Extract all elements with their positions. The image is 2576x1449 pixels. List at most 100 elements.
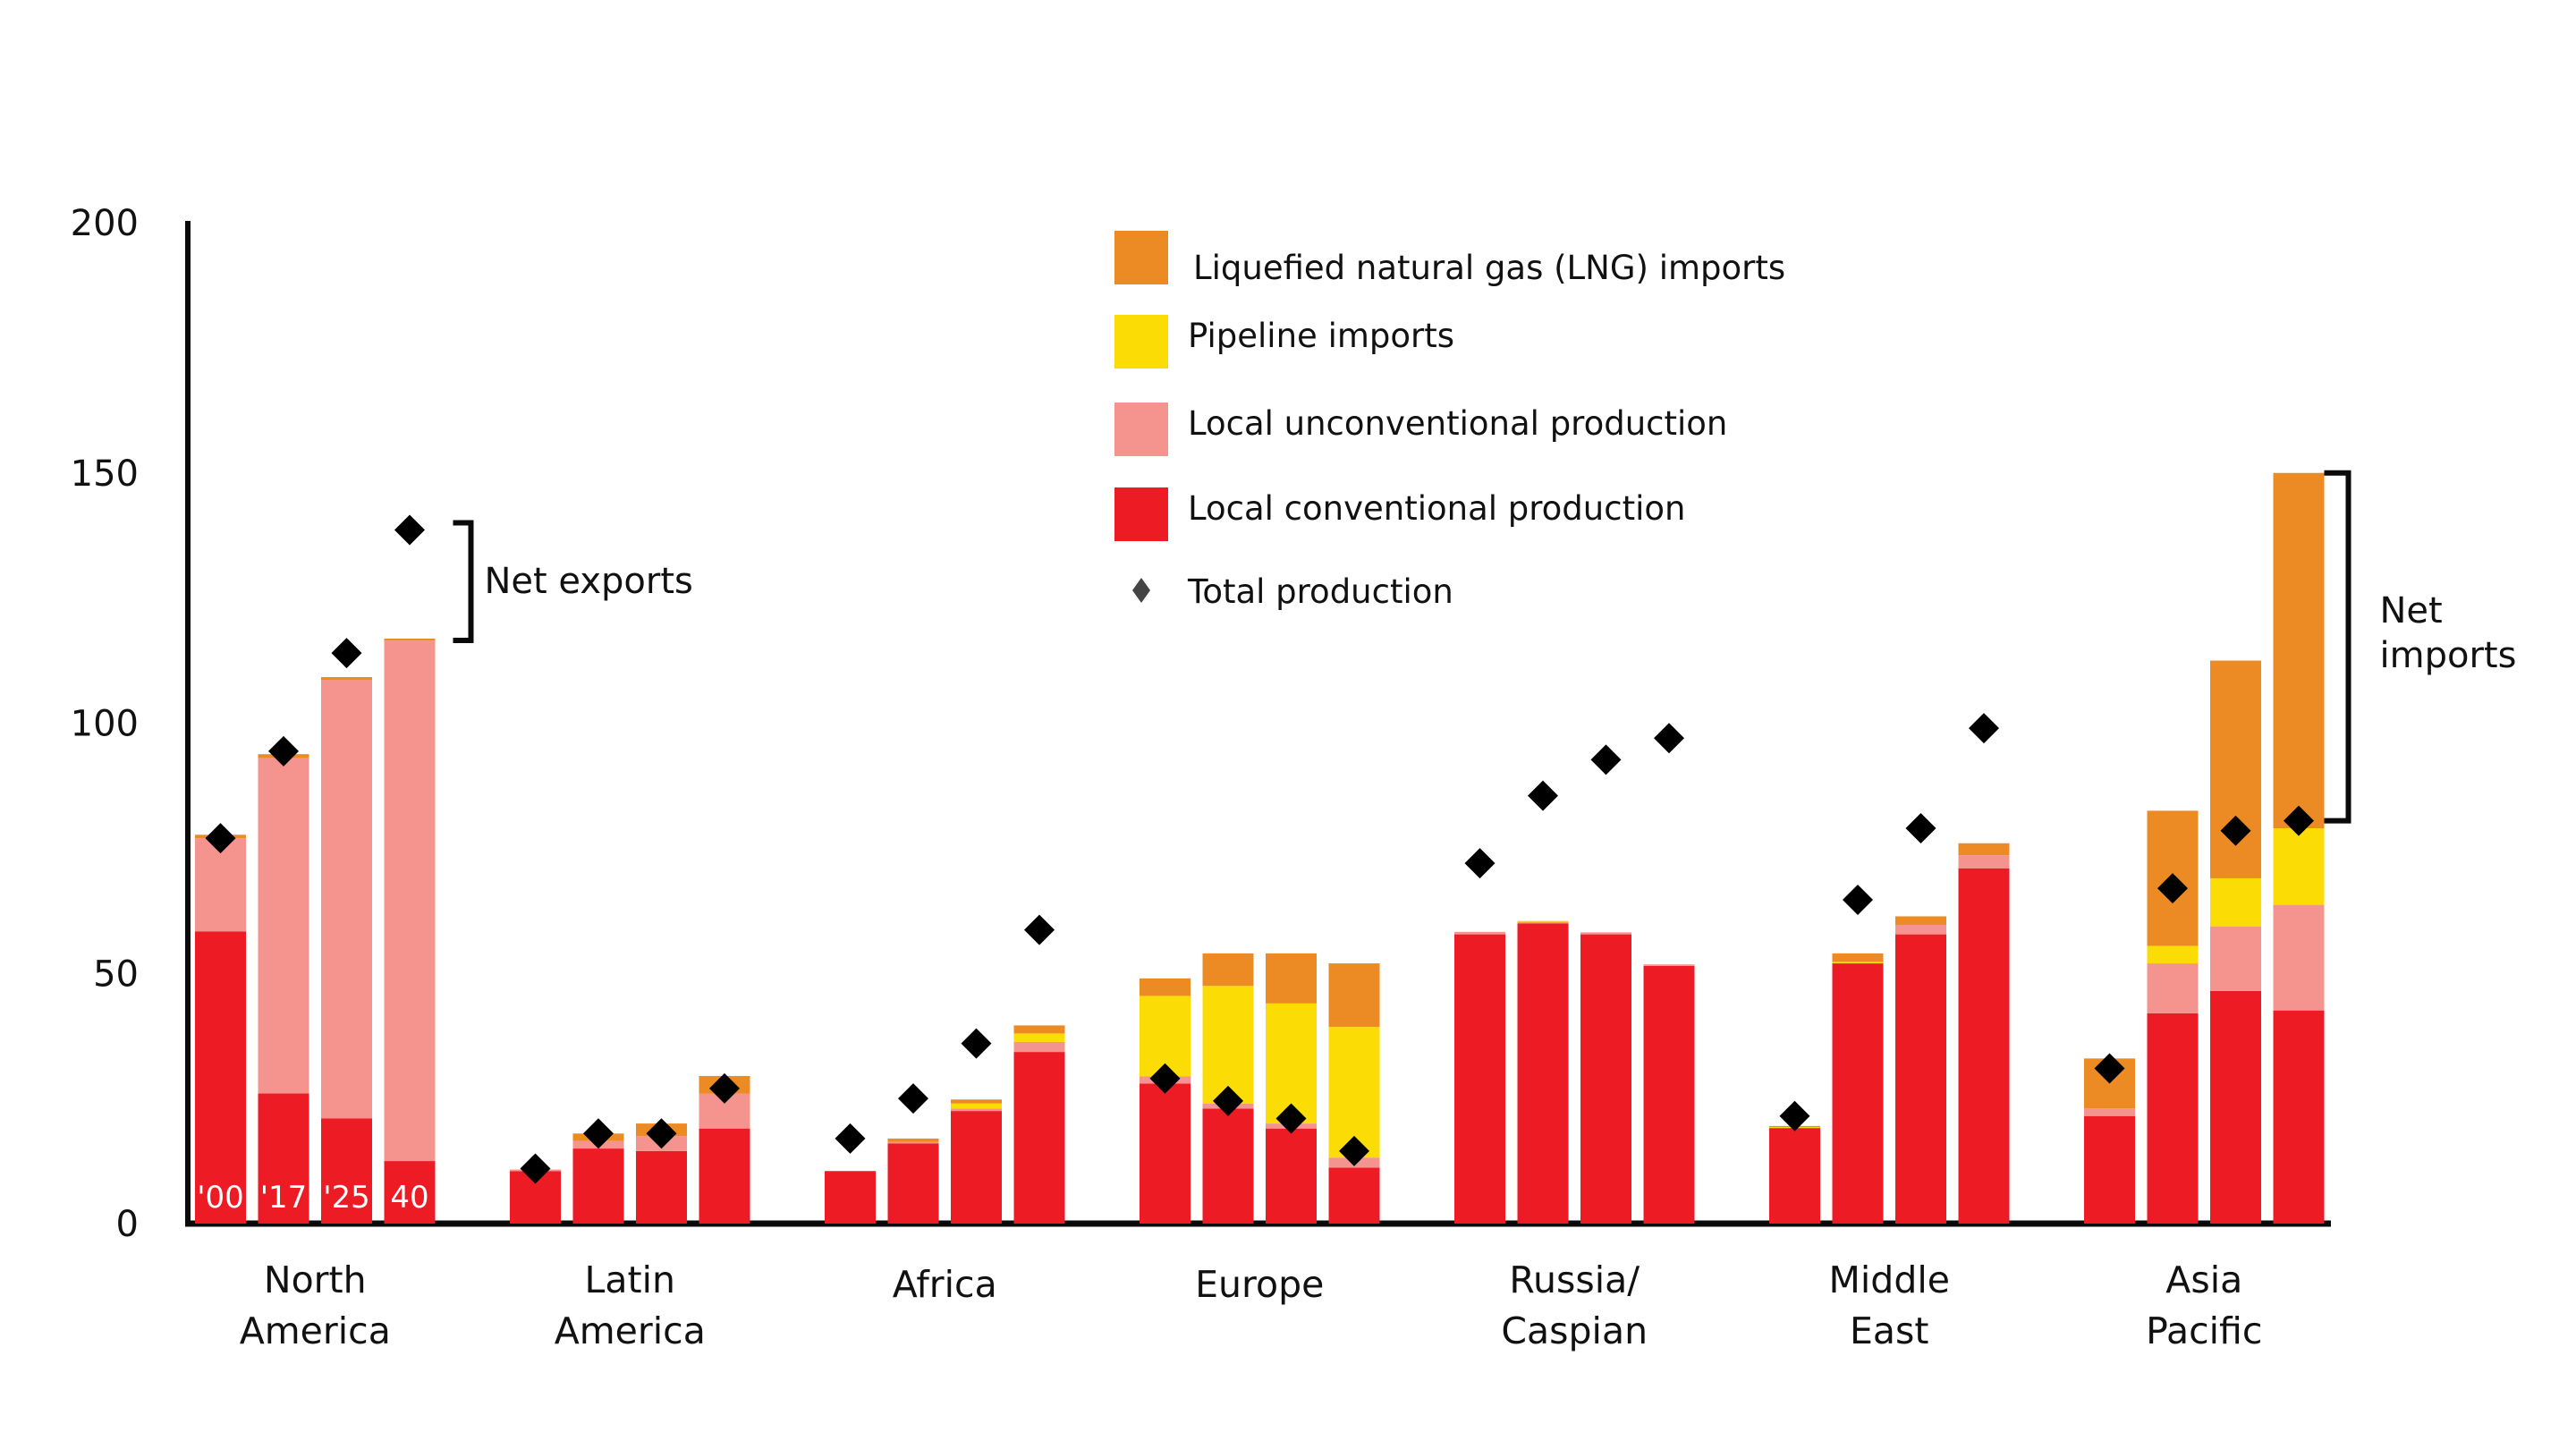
total-production-marker: [1339, 1135, 1369, 1166]
bar-groups: [195, 472, 2325, 1224]
bar-segment-lng-imports: [1266, 953, 1317, 1004]
region-label: North America: [240, 1258, 391, 1352]
bar-segment-local-conventional: [2084, 1115, 2135, 1224]
bar-segment-local-conventional: [2147, 1013, 2199, 1224]
total-production-marker: [898, 1083, 928, 1114]
y-tick-label: 200: [71, 203, 139, 244]
bar-segment-local-conventional: [572, 1148, 624, 1224]
bar-segment-local-conventional: [1958, 868, 2010, 1224]
legend-label: Liquefied natural gas (LNG) imports: [1193, 249, 1785, 287]
bar-segment-local-conventional: [1832, 963, 1884, 1224]
total-production-marker: [205, 823, 236, 854]
bar-segment-local-unconventional: [1580, 932, 1631, 935]
bar-segment-lng-imports: [1832, 953, 1884, 962]
y-tick-labels: 0 50 100 150 200: [71, 203, 139, 1245]
bar-segment-pipeline-imports: [1202, 986, 1254, 1104]
total-production-marker: [394, 514, 425, 546]
total-production-marker: [583, 1118, 614, 1149]
total-production-marker: [1024, 914, 1055, 945]
bar-segment-local-conventional: [699, 1128, 750, 1224]
region-label: Russia/Caspian: [1501, 1258, 1648, 1352]
region-label: Latin America: [555, 1258, 706, 1352]
bar-segment-local-unconventional: [2147, 963, 2199, 1014]
annotations: Net exports Net imports: [453, 470, 2516, 824]
bar-segment-local-conventional: [1202, 1108, 1254, 1224]
bar-segment-lng-imports: [951, 1099, 1002, 1104]
total-production-marker: [331, 638, 362, 669]
bar-segment-pipeline-imports: [1140, 996, 1191, 1077]
bar-segment-pipeline-imports: [2273, 827, 2325, 905]
total-production-marker: [1275, 1103, 1307, 1134]
net-exports-bracket: [453, 520, 474, 643]
bar-segment-local-unconventional: [2273, 904, 2325, 1011]
bar-segment-local-conventional: [384, 1161, 436, 1224]
bar-group: [1454, 920, 1695, 1224]
legend-label: Pipeline imports: [1188, 317, 1454, 355]
bar-segment-local-conventional: [1580, 934, 1631, 1224]
bar-segment-pipeline-imports: [1328, 1027, 1380, 1158]
bar-segment-local-conventional: [1454, 934, 1505, 1224]
total-production-marker: [835, 1123, 866, 1154]
bar-segment-local-unconventional: [1958, 855, 2010, 869]
bar-segment-pipeline-imports: [1013, 1033, 1065, 1042]
bar-segment-local-conventional: [1769, 1128, 1820, 1224]
total-production-marker: [646, 1118, 677, 1149]
region-label: Middle East: [1829, 1258, 1950, 1352]
bar-segment-local-conventional: [2210, 990, 2261, 1224]
legend-swatch: [1114, 487, 1168, 541]
total-production-marker: [1590, 744, 1622, 775]
total-production-markers: [205, 514, 2314, 1184]
bar-group: [825, 1025, 1065, 1224]
bar-segment-pipeline-imports: [1517, 920, 1569, 922]
total-production-marker: [2220, 815, 2251, 846]
total-production-marker: [2094, 1053, 2125, 1084]
bar-segment-local-conventional: [1013, 1052, 1065, 1224]
total-production-marker: [1779, 1100, 1810, 1131]
bar-segment-local-conventional: [951, 1111, 1002, 1224]
bar-segment-lng-imports: [1140, 978, 1191, 996]
year-label: '17: [260, 1180, 308, 1216]
bar-segment-local-conventional: [1328, 1167, 1380, 1224]
bar-segment-local-unconventional: [1517, 921, 1569, 924]
bar-segment-local-unconventional: [1895, 924, 1946, 935]
legend-label: Local conventional production: [1188, 489, 1685, 528]
legend-swatch: [1114, 231, 1168, 284]
bar-segment-local-conventional: [1517, 923, 1569, 1224]
bar-segment-local-conventional: [321, 1118, 372, 1224]
bar-segment-local-unconventional: [195, 838, 246, 932]
region-label: Europe: [1195, 1263, 1324, 1306]
bar-segment-local-unconventional: [1013, 1041, 1065, 1053]
bar-segment-lng-imports: [384, 638, 436, 641]
legend-item-lng-imports: Liquefied natural gas (LNG) imports: [1114, 231, 1785, 287]
year-label: 40: [390, 1180, 428, 1216]
legend-item-local-conventional: Local conventional production: [1114, 487, 1685, 541]
y-tick-label: 0: [116, 1204, 139, 1245]
bar-segment-local-unconventional: [2210, 926, 2261, 991]
total-production-marker: [1528, 780, 1558, 811]
legend-diamond-icon: [1132, 578, 1150, 603]
bar-segment-local-unconventional: [887, 1141, 939, 1144]
year-label: '00: [197, 1180, 244, 1216]
bar-segment-local-conventional: [1140, 1083, 1191, 1224]
bar-segment-pipeline-imports: [1832, 962, 1884, 964]
total-production-marker: [520, 1153, 551, 1184]
bar-segment-local-conventional: [195, 931, 246, 1224]
bar-segment-lng-imports: [1328, 963, 1380, 1028]
bar-segment-local-conventional: [636, 1150, 687, 1224]
total-production-marker: [2157, 873, 2188, 904]
legend: Liquefied natural gas (LNG) imports Pipel…: [1114, 231, 1785, 611]
total-production-marker: [268, 735, 299, 767]
bar-segment-local-conventional: [1895, 934, 1946, 1224]
bar-segment-lng-imports: [1202, 953, 1254, 987]
bar-segment-lng-imports: [2273, 472, 2325, 828]
bar-segment-local-conventional: [258, 1093, 309, 1224]
bar-segment-local-unconventional: [2084, 1108, 2135, 1116]
total-production-marker: [1905, 812, 1936, 843]
bar-group: [2084, 472, 2325, 1224]
y-tick-label: 100: [71, 704, 139, 745]
bar-segment-lng-imports: [1013, 1025, 1065, 1034]
bar-segment-pipeline-imports: [2147, 945, 2199, 964]
total-production-marker: [1213, 1085, 1243, 1116]
legend-item-total-production: Total production: [1132, 572, 1453, 611]
total-production-marker: [1654, 723, 1684, 754]
